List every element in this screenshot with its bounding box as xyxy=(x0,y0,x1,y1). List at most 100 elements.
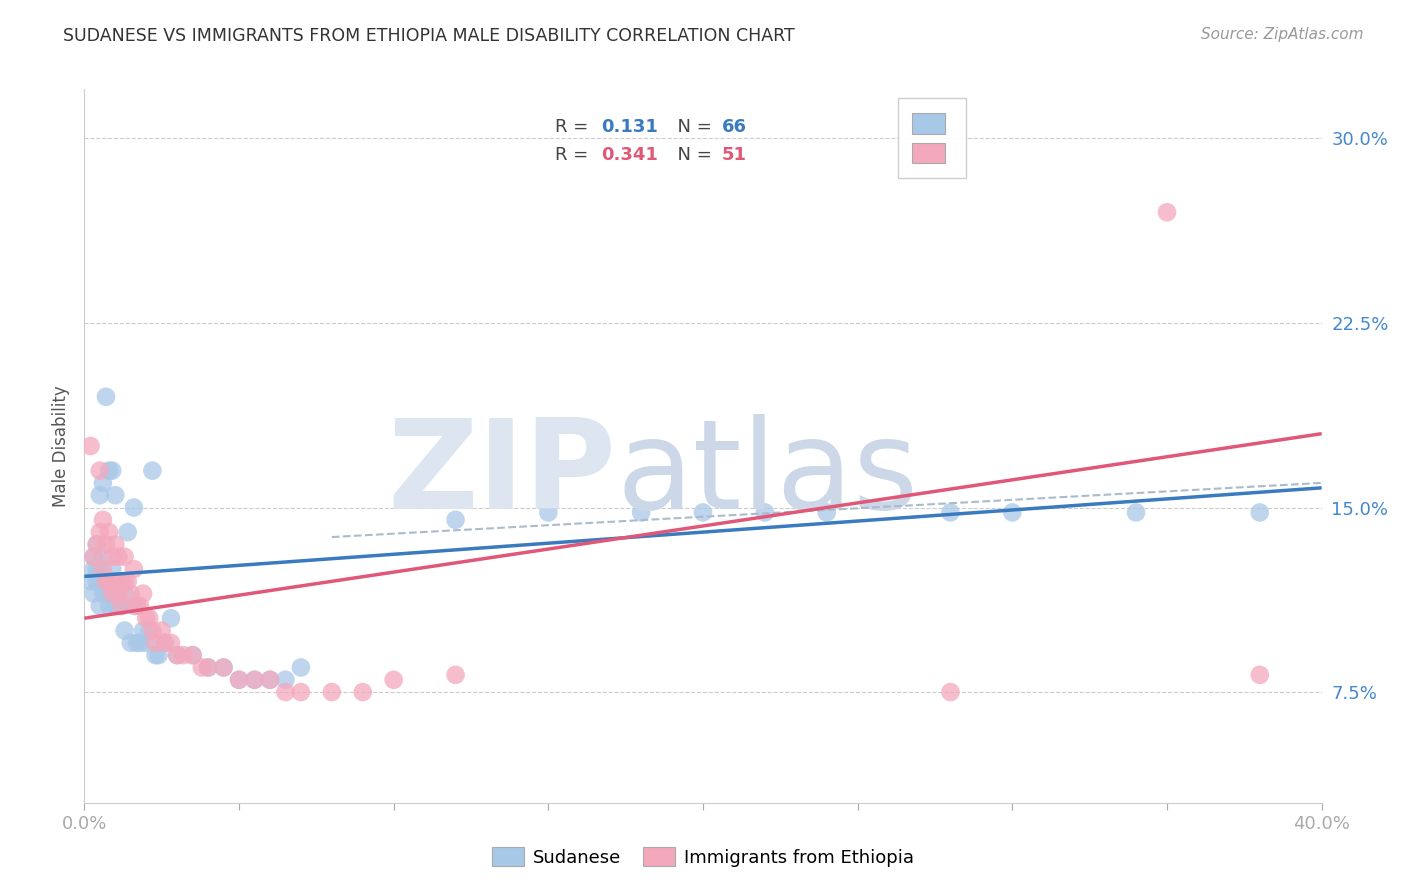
Point xyxy=(166,648,188,662)
Text: Source: ZipAtlas.com: Source: ZipAtlas.com xyxy=(1201,27,1364,42)
Point xyxy=(172,648,194,662)
Point xyxy=(129,599,152,613)
Point xyxy=(110,599,132,613)
Point xyxy=(120,587,142,601)
Point xyxy=(101,587,124,601)
Point xyxy=(104,599,127,613)
Point xyxy=(104,574,127,589)
Point xyxy=(939,685,962,699)
Point xyxy=(86,574,108,589)
Point xyxy=(94,574,117,589)
Point xyxy=(135,636,157,650)
Point xyxy=(150,624,173,638)
Point xyxy=(104,537,127,551)
Point xyxy=(91,549,114,564)
Point xyxy=(181,648,204,662)
Point xyxy=(89,574,111,589)
Point xyxy=(79,574,101,589)
Point xyxy=(114,574,136,589)
Point xyxy=(444,668,467,682)
Point xyxy=(132,624,155,638)
Text: SUDANESE VS IMMIGRANTS FROM ETHIOPIA MALE DISABILITY CORRELATION CHART: SUDANESE VS IMMIGRANTS FROM ETHIOPIA MAL… xyxy=(63,27,794,45)
Point xyxy=(101,464,124,478)
Point xyxy=(153,636,176,650)
Point xyxy=(1001,505,1024,519)
Point xyxy=(692,505,714,519)
Point xyxy=(122,562,145,576)
Point xyxy=(166,648,188,662)
Point xyxy=(91,587,114,601)
Point xyxy=(79,439,101,453)
Point xyxy=(122,599,145,613)
Point xyxy=(125,599,148,613)
Point xyxy=(104,488,127,502)
Y-axis label: Male Disability: Male Disability xyxy=(52,385,70,507)
Point xyxy=(83,549,105,564)
Point xyxy=(815,505,838,519)
Point xyxy=(98,464,121,478)
Point xyxy=(132,587,155,601)
Text: N =: N = xyxy=(666,146,717,164)
Point xyxy=(101,562,124,576)
Point xyxy=(939,505,962,519)
Point xyxy=(382,673,405,687)
Point xyxy=(91,562,114,576)
Point xyxy=(129,636,152,650)
Point xyxy=(228,673,250,687)
Point xyxy=(259,673,281,687)
Point xyxy=(94,587,117,601)
Point xyxy=(86,537,108,551)
Point xyxy=(91,513,114,527)
Text: 51: 51 xyxy=(721,146,747,164)
Point xyxy=(197,660,219,674)
Text: 0.131: 0.131 xyxy=(602,118,658,136)
Point xyxy=(274,673,297,687)
Point xyxy=(197,660,219,674)
Point xyxy=(114,624,136,638)
Point xyxy=(107,549,129,564)
Point xyxy=(117,525,139,540)
Point xyxy=(83,562,105,576)
Point xyxy=(98,574,121,589)
Point xyxy=(83,587,105,601)
Point xyxy=(754,505,776,519)
Point xyxy=(107,574,129,589)
Point xyxy=(110,599,132,613)
Point xyxy=(537,505,560,519)
Point xyxy=(1125,505,1147,519)
Point xyxy=(259,673,281,687)
Point xyxy=(138,611,160,625)
Point xyxy=(243,673,266,687)
Point xyxy=(160,636,183,650)
Point xyxy=(86,537,108,551)
Point xyxy=(444,513,467,527)
Point xyxy=(91,574,114,589)
Point xyxy=(141,464,163,478)
Point xyxy=(107,599,129,613)
Point xyxy=(274,685,297,699)
Point xyxy=(89,525,111,540)
Point xyxy=(94,537,117,551)
Point xyxy=(114,587,136,601)
Point xyxy=(86,562,108,576)
Point xyxy=(352,685,374,699)
Text: R =: R = xyxy=(554,118,593,136)
Point xyxy=(98,525,121,540)
Point xyxy=(125,636,148,650)
Legend: , : , xyxy=(897,98,966,178)
Point xyxy=(120,636,142,650)
Point xyxy=(94,574,117,589)
Point xyxy=(212,660,235,674)
Point xyxy=(153,636,176,650)
Point xyxy=(212,660,235,674)
Point xyxy=(91,475,114,490)
Text: ZIP: ZIP xyxy=(388,414,616,535)
Text: atlas: atlas xyxy=(616,414,918,535)
Point xyxy=(228,673,250,687)
Text: 0.341: 0.341 xyxy=(602,146,658,164)
Point xyxy=(145,636,167,650)
Point xyxy=(114,549,136,564)
Point xyxy=(94,390,117,404)
Legend: Sudanese, Immigrants from Ethiopia: Sudanese, Immigrants from Ethiopia xyxy=(484,840,922,874)
Point xyxy=(104,574,127,589)
